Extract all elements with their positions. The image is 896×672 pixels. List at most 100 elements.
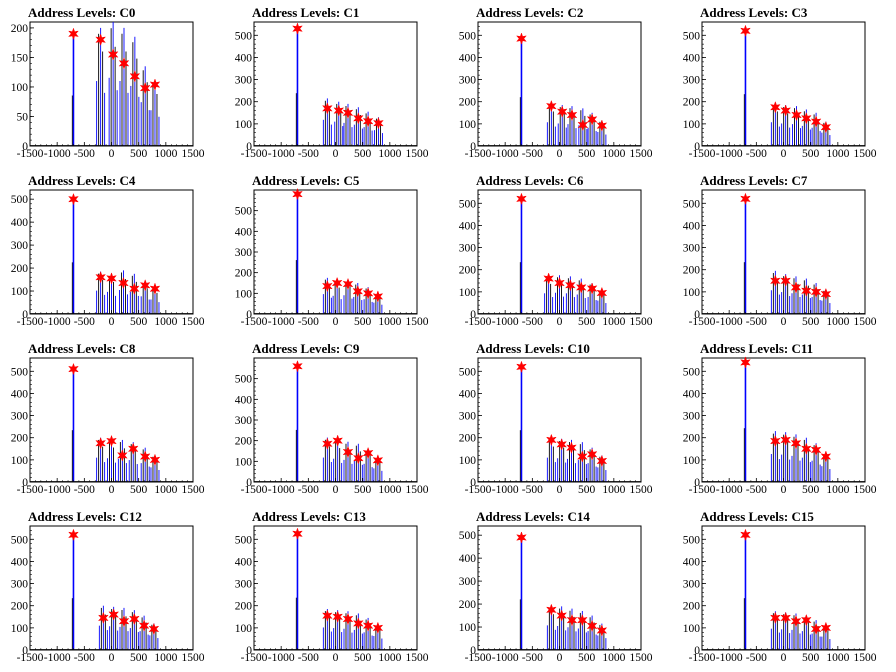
x-tick-label: -500 xyxy=(746,148,767,160)
peak-marker xyxy=(333,104,345,117)
y-tick-label: 300 xyxy=(235,579,253,591)
y-tick-label: 300 xyxy=(11,411,29,423)
chart-title: Address Levels: C7 xyxy=(700,173,808,188)
peak-marker xyxy=(68,192,79,206)
y-tick-label: 500 xyxy=(11,194,29,206)
x-tick-label: -500 xyxy=(74,148,95,160)
peak-marker xyxy=(575,281,587,294)
y-tick-label: 400 xyxy=(235,394,253,406)
peak-marker xyxy=(545,433,557,447)
chart-panel: 0 100 200 300 400 500 -1500 -1000 -500 0 500 1000 15… xyxy=(0,504,224,672)
peak-marker xyxy=(372,454,384,467)
peak-marker xyxy=(586,282,598,295)
y-tick-label: 500 xyxy=(683,534,701,546)
chart-title: Address Levels: C10 xyxy=(476,341,590,356)
chart-title: Address Levels: C12 xyxy=(28,509,142,524)
chart-title: Address Levels: C8 xyxy=(28,341,136,356)
x-tick-label: -1500 xyxy=(17,652,44,664)
y-tick-label: 300 xyxy=(235,247,253,259)
peak-marker xyxy=(800,112,812,125)
peak-marker xyxy=(596,286,608,300)
x-tick-label: 0 xyxy=(781,484,787,496)
peak-marker xyxy=(564,278,576,292)
y-tick-label: 400 xyxy=(11,388,29,400)
chart-svg: 0 100 200 300 400 500 -1500 -1000 -500 0 500 1000 15… xyxy=(683,356,877,496)
peak-marker xyxy=(127,442,139,456)
y-tick-label: 200 xyxy=(683,433,701,445)
x-tick-label: -1500 xyxy=(17,484,44,496)
peak-marker xyxy=(586,448,598,461)
x-tick-label: -500 xyxy=(522,316,543,328)
y-tick-label: 200 xyxy=(235,601,253,613)
peak-marker xyxy=(545,603,557,617)
chart-svg: 0 100 200 300 400 500 -1500 -1000 -500 0 500 1000 15… xyxy=(235,357,429,496)
y-tick-label: 100 xyxy=(683,119,701,131)
chart-panel: 0 100 200 300 400 500 -1500 -1000 -500 0 500 1000 15… xyxy=(224,504,448,672)
x-tick-label: -1000 xyxy=(716,484,743,496)
x-tick-label: 1000 xyxy=(378,148,401,160)
x-tick-label: -500 xyxy=(298,316,319,328)
y-tick-label: 300 xyxy=(459,411,477,423)
x-tick-label: -1000 xyxy=(44,652,71,664)
peak-marker xyxy=(820,287,832,301)
chart-svg: 0 100 200 300 400 500 -1500 -1000 -500 0 500 1000 15… xyxy=(459,357,653,496)
peak-marker xyxy=(332,434,344,447)
y-tick-label: 100 xyxy=(235,456,253,468)
x-tick-label: -1500 xyxy=(17,148,44,160)
x-tick-label: -1000 xyxy=(492,484,519,496)
peak-marker xyxy=(596,624,608,637)
x-tick-label: -500 xyxy=(74,652,95,664)
peak-marker xyxy=(769,274,781,288)
x-tick-label: 1000 xyxy=(826,484,849,496)
y-tick-label: 500 xyxy=(459,530,477,542)
chart-panel: 0 100 200 300 400 500 -1500 -1000 -500 0 500 1000 15… xyxy=(672,0,896,168)
y-tick-label: 300 xyxy=(683,579,701,591)
chart-panel: 0 100 200 300 400 500 -1500 -1000 -500 0 500 1000 15… xyxy=(672,504,896,672)
y-tick-label: 200 xyxy=(459,433,477,445)
peak-marker xyxy=(596,119,608,132)
y-tick-label: 400 xyxy=(235,556,253,568)
y-tick-label: 100 xyxy=(11,455,29,467)
x-tick-label: -500 xyxy=(74,316,95,328)
y-tick-label: 400 xyxy=(459,553,477,565)
chart-panel: 0 100 200 300 400 500 -1500 -1000 -500 0 500 1000 15… xyxy=(224,168,448,336)
x-tick-label: 500 xyxy=(130,316,148,328)
peak-marker xyxy=(566,108,578,122)
chart-panel: 0 100 200 300 400 500 -1500 -1000 -500 0 500 1000 15… xyxy=(224,336,448,504)
x-tick-label: 0 xyxy=(781,316,787,328)
chart-title: Address Levels: C9 xyxy=(252,341,360,356)
x-tick-label: -500 xyxy=(746,316,767,328)
chart-svg: 0 100 200 300 400 500 -1500 -1000 -500 0 500 1000 15… xyxy=(459,525,653,664)
chart-panel: 0 100 200 300 400 500 -1500 -1000 -500 0 500 1000 15… xyxy=(448,336,672,504)
x-tick-label: 0 xyxy=(333,316,339,328)
chart-panel: 0 100 200 300 400 500 -1500 -1000 -500 0 500 1000 15… xyxy=(0,336,224,504)
chart-title: Address Levels: C13 xyxy=(252,509,366,524)
peak-marker xyxy=(577,118,589,132)
y-tick-label: 300 xyxy=(11,240,29,252)
y-tick-label: 500 xyxy=(459,198,477,210)
peak-marker xyxy=(586,619,598,633)
x-tick-label: -500 xyxy=(298,652,319,664)
chart-panel: 0 100 200 300 400 500 -1500 -1000 -500 0 500 1000 15… xyxy=(448,0,672,168)
y-tick-label: 100 xyxy=(235,288,253,300)
x-tick-label: 1500 xyxy=(406,148,429,160)
chart-svg: 0 100 200 300 400 500 -1500 -1000 -500 0 500 1000 15… xyxy=(235,21,429,160)
peak-marker xyxy=(810,622,822,636)
peak-marker xyxy=(556,438,568,451)
peak-marker xyxy=(596,454,608,468)
peak-marker xyxy=(769,434,781,448)
chart-title: Address Levels: C6 xyxy=(476,173,584,188)
x-tick-label: 0 xyxy=(333,148,339,160)
y-tick-label: 100 xyxy=(683,287,701,299)
x-tick-label: 500 xyxy=(354,652,372,664)
peak-marker xyxy=(342,277,354,291)
y-tick-label: 50 xyxy=(17,111,29,123)
y-tick-label: 0 xyxy=(694,645,700,657)
x-tick-label: -1500 xyxy=(689,484,716,496)
peak-marker xyxy=(331,276,343,290)
peak-marker xyxy=(352,451,364,465)
y-tick-label: 400 xyxy=(459,388,477,400)
y-tick-label: 500 xyxy=(459,366,477,378)
x-tick-label: 1000 xyxy=(826,316,849,328)
peak-marker xyxy=(362,287,374,300)
